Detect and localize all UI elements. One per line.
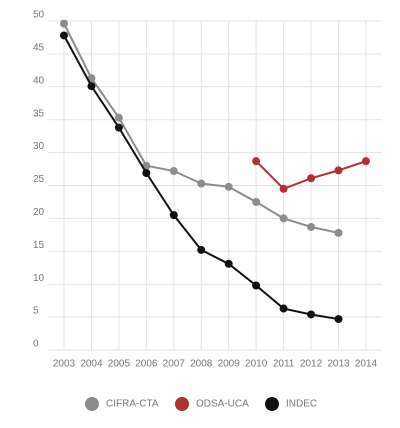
data-point (307, 222, 316, 231)
data-point (334, 315, 343, 324)
x-tick-label: 2013 (327, 359, 350, 370)
data-point (224, 182, 233, 191)
data-point (252, 157, 261, 166)
x-tick-label: 2003 (53, 359, 76, 370)
x-tick-label: 2006 (135, 359, 158, 370)
y-tick-label: 5 (33, 306, 39, 317)
data-point (307, 174, 316, 183)
x-tick-label: 2007 (163, 359, 186, 370)
data-point (60, 19, 68, 28)
data-point (197, 179, 206, 188)
data-point (87, 82, 96, 91)
data-point (279, 184, 288, 193)
x-tick-label: 2012 (300, 359, 323, 370)
data-point (307, 310, 316, 319)
data-point (169, 167, 178, 176)
legend-label: INDEC (286, 399, 317, 410)
data-point (60, 31, 68, 40)
x-tick-label: 2005 (108, 359, 131, 370)
x-tick-label: 2011 (273, 359, 295, 370)
y-tick-label: 35 (33, 108, 45, 119)
legend-marker (265, 397, 279, 411)
y-tick-label: 45 (33, 43, 45, 54)
x-tick-label: 2014 (355, 359, 378, 370)
x-tick-label: 2004 (80, 359, 103, 370)
y-tick-label: 50 (33, 10, 45, 21)
x-tick-label: 2008 (190, 359, 213, 370)
y-tick-label: 0 (33, 339, 39, 350)
data-point (224, 259, 233, 268)
y-tick-label: 25 (33, 174, 45, 185)
y-tick-label: 10 (33, 273, 45, 284)
data-point (279, 214, 288, 223)
y-tick-label: 40 (33, 75, 45, 86)
data-point (279, 304, 288, 313)
data-point (87, 74, 96, 83)
data-point (142, 168, 151, 177)
legend-label: CIFRA-CTA (106, 399, 159, 410)
y-tick-label: 15 (33, 240, 45, 251)
data-point (361, 157, 370, 166)
y-tick-label: 30 (33, 141, 45, 152)
legend-marker (85, 397, 99, 411)
data-point (252, 197, 261, 206)
legend-label: ODSA-UCA (196, 399, 249, 410)
x-tick-label: 2009 (218, 359, 241, 370)
data-point (114, 113, 123, 122)
x-tick-label: 2010 (245, 359, 268, 370)
legend-marker (175, 397, 189, 411)
data-point (334, 228, 343, 237)
data-point (114, 123, 123, 132)
data-point (169, 211, 178, 220)
data-point (334, 166, 343, 175)
data-point (252, 281, 261, 290)
data-point (197, 245, 206, 254)
y-tick-label: 20 (33, 207, 45, 218)
